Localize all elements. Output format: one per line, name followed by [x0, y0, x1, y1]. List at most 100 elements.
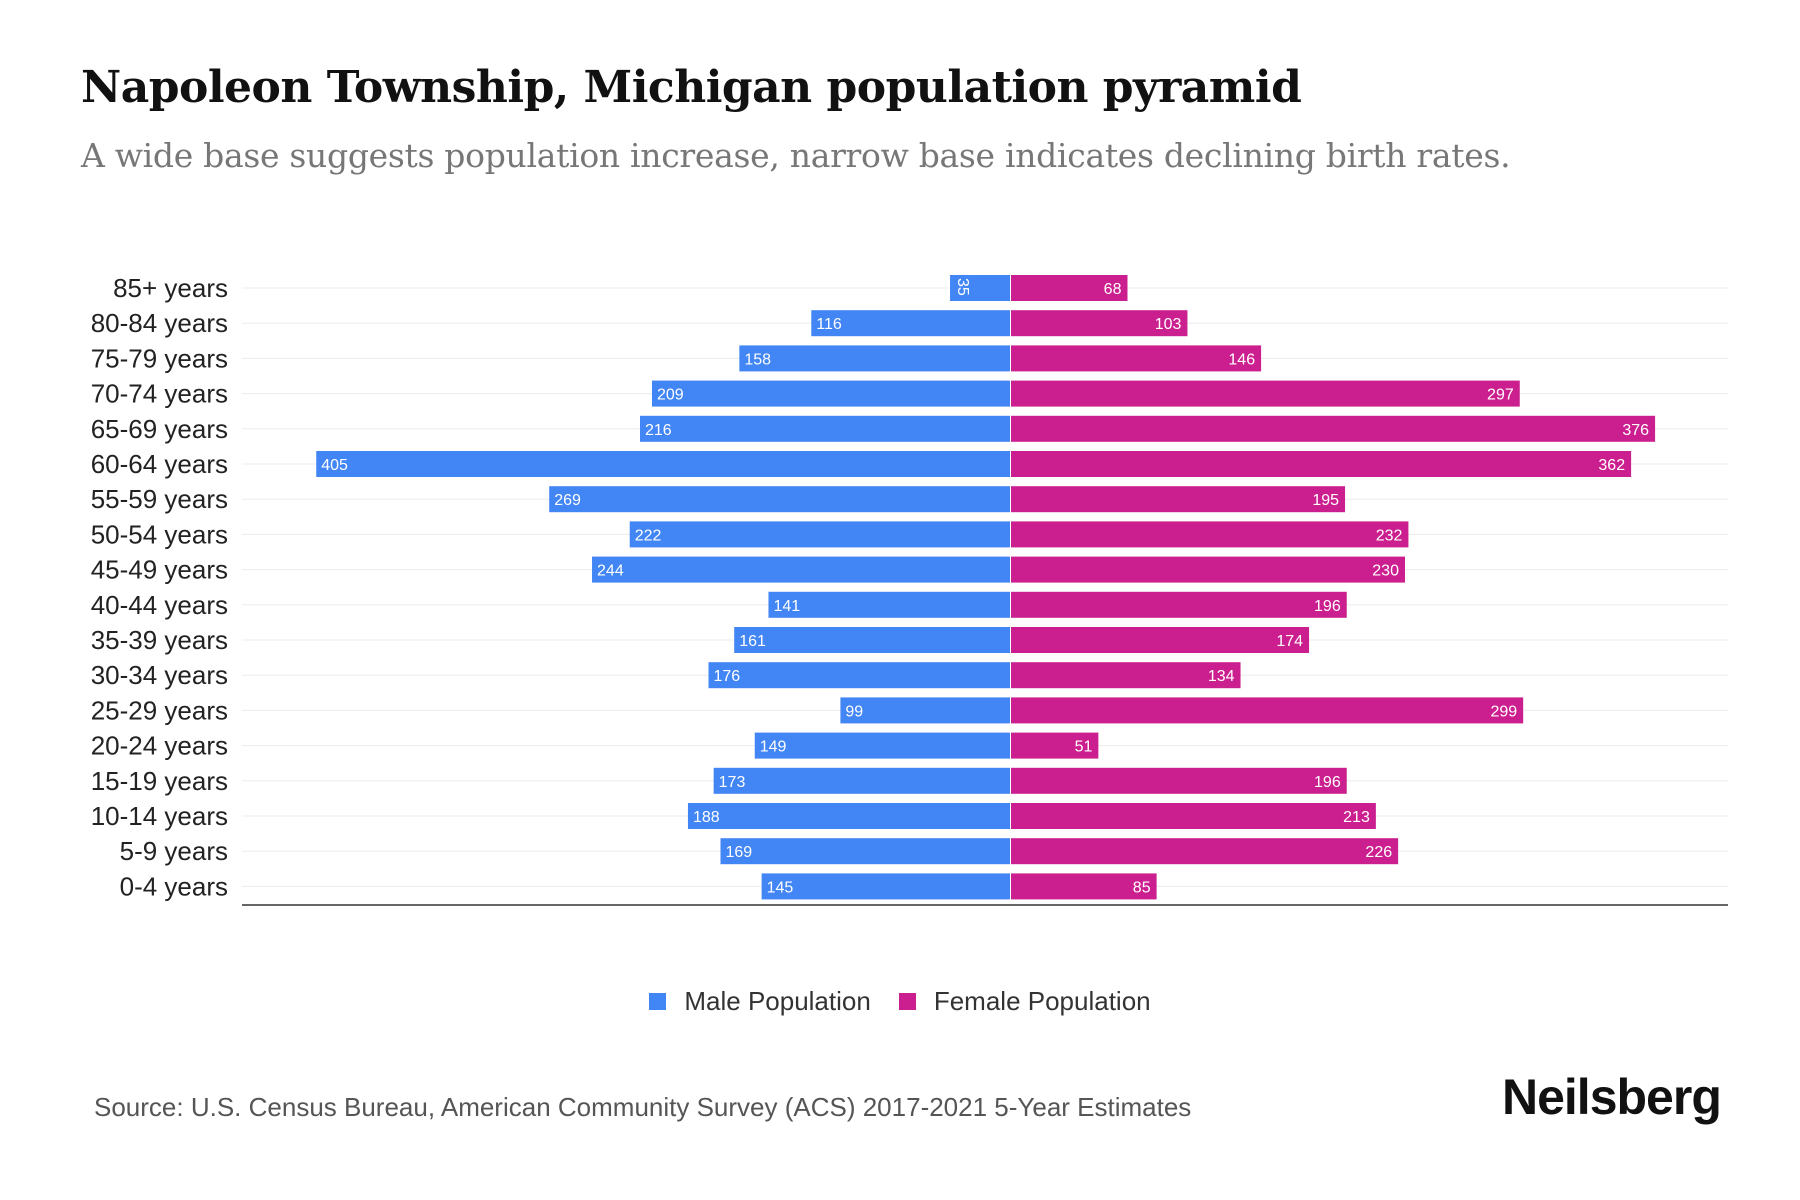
female-bar	[1011, 521, 1409, 548]
female-value-label: 103	[1155, 316, 1182, 333]
female-bar	[1011, 310, 1188, 337]
male-bar	[768, 591, 1010, 618]
neilsberg-logo: Neilsberg	[1502, 1069, 1722, 1125]
male-value-label: 173	[719, 774, 746, 791]
female-bar	[1011, 767, 1347, 794]
age-group-label: 75-79 years	[91, 343, 228, 373]
male-value-label: 149	[760, 739, 787, 756]
male-value-label: 161	[739, 633, 766, 650]
male-value-label: 405	[321, 457, 348, 474]
female-value-label: 68	[1104, 281, 1122, 298]
male-value-label: 169	[726, 844, 753, 861]
male-bar	[592, 556, 1010, 583]
age-group-label: 65-69 years	[91, 414, 228, 444]
male-value-label: 269	[554, 492, 581, 509]
female-value-label: 196	[1314, 598, 1341, 615]
female-value-label: 195	[1312, 492, 1339, 509]
male-value-label: 99	[845, 703, 863, 720]
age-group-label: 10-14 years	[91, 801, 228, 831]
male-value-label: 35	[954, 278, 971, 296]
female-bar	[1011, 873, 1157, 900]
age-group-label: 15-19 years	[91, 766, 228, 796]
chart-subtitle: A wide base suggests population increase…	[81, 136, 1511, 175]
female-bar	[1011, 838, 1399, 865]
female-value-label: 213	[1343, 809, 1370, 826]
female-value-label: 146	[1228, 351, 1255, 368]
female-value-label: 85	[1133, 879, 1151, 896]
source-note: Source: U.S. Census Bureau, American Com…	[94, 1092, 1192, 1122]
age-group-label: 30-34 years	[91, 660, 228, 690]
female-bar	[1011, 486, 1346, 513]
female-value-label: 297	[1487, 387, 1514, 404]
female-bar	[1011, 415, 1656, 442]
male-value-label: 222	[635, 527, 662, 544]
female-value-label: 134	[1208, 668, 1235, 685]
male-bar	[840, 697, 1010, 724]
male-bar	[754, 732, 1010, 759]
female-value-label: 174	[1276, 633, 1303, 650]
female-bar	[1011, 662, 1241, 689]
male-bar	[639, 415, 1010, 442]
female-value-label: 232	[1376, 527, 1403, 544]
female-value-label: 230	[1372, 563, 1399, 580]
male-bar	[651, 380, 1010, 407]
male-bar	[713, 767, 1010, 794]
male-bar	[720, 838, 1010, 865]
male-bar	[629, 521, 1010, 548]
female-bar	[1011, 556, 1405, 583]
legend-swatch-female	[898, 993, 916, 1010]
age-group-label: 20-24 years	[91, 731, 228, 761]
female-bar	[1011, 803, 1376, 829]
male-value-label: 116	[816, 316, 842, 333]
male-value-label: 158	[744, 351, 771, 368]
female-value-label: 362	[1598, 457, 1625, 474]
legend-item-female: Female Population	[898, 986, 1151, 1017]
age-group-label: 5-9 years	[120, 836, 228, 866]
female-value-label: 196	[1314, 774, 1341, 791]
age-group-label: 40-44 years	[91, 590, 228, 620]
male-value-label: 216	[645, 422, 672, 439]
male-bar	[734, 627, 1010, 653]
female-bar	[1011, 451, 1632, 477]
male-bar	[549, 486, 1010, 513]
age-group-label: 85+ years	[113, 273, 228, 303]
female-bar	[1011, 732, 1099, 759]
female-bar	[1011, 627, 1310, 653]
age-group-label: 70-74 years	[91, 379, 228, 409]
female-value-label: 299	[1490, 703, 1517, 720]
population-pyramid-chart: 85+ years 35 68 80-84 years 116 103 75-79 year…	[91, 273, 1728, 906]
age-group-label: 50-54 years	[91, 519, 228, 549]
female-bar	[1011, 275, 1128, 301]
male-bar	[739, 345, 1010, 372]
age-group-label: 80-84 years	[91, 308, 228, 338]
female-value-label: 226	[1365, 844, 1392, 861]
male-value-label: 141	[773, 598, 800, 615]
age-group-label: 55-59 years	[91, 484, 228, 514]
male-value-label: 209	[657, 387, 684, 404]
male-bar	[950, 275, 1010, 301]
female-bar	[1011, 380, 1520, 407]
female-value-label: 51	[1075, 739, 1093, 756]
chart-title: Napoleon Township, Michigan population p…	[81, 62, 1302, 113]
male-bar	[811, 310, 1010, 337]
legend-label-female: Female Population	[933, 986, 1151, 1016]
age-group-label: 45-49 years	[91, 555, 228, 585]
age-group-label: 0-4 years	[120, 871, 228, 901]
legend: Male Population Female Population	[0, 986, 1800, 1017]
male-value-label: 244	[597, 563, 624, 580]
male-bar	[761, 873, 1010, 900]
male-value-label: 145	[767, 879, 794, 896]
male-bar	[708, 662, 1010, 689]
female-value-label: 376	[1622, 422, 1649, 439]
female-bar	[1011, 697, 1524, 724]
male-bar	[316, 451, 1010, 477]
legend-swatch-male	[649, 993, 667, 1010]
female-bar	[1011, 345, 1262, 372]
male-value-label: 188	[693, 809, 720, 826]
female-bar	[1011, 591, 1347, 618]
age-group-label: 25-29 years	[91, 695, 228, 725]
legend-item-male: Male Population	[649, 986, 871, 1017]
legend-label-male: Male Population	[684, 986, 871, 1016]
age-group-label: 60-64 years	[91, 449, 228, 479]
male-bar	[687, 803, 1010, 829]
